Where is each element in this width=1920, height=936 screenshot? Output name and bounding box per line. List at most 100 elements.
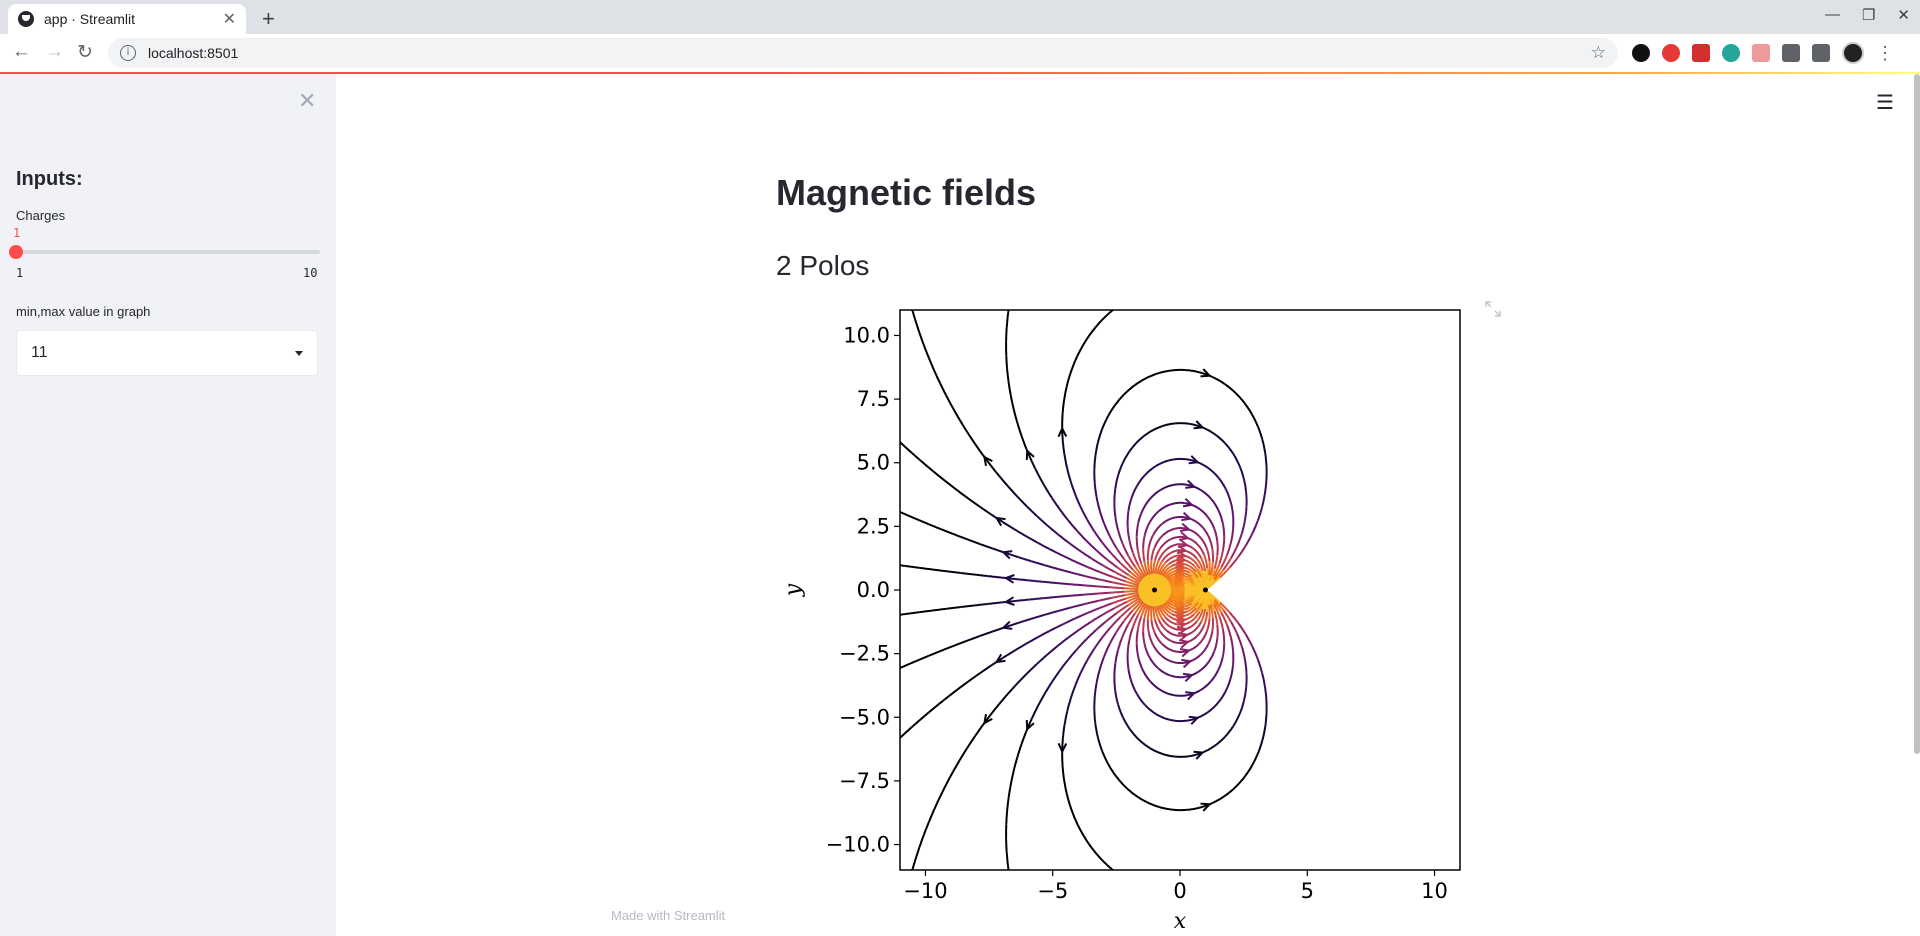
stream-line-segment bbox=[1074, 612, 1088, 620]
back-icon[interactable]: ← bbox=[12, 41, 31, 62]
stream-line-segment bbox=[1144, 465, 1157, 476]
minmax-select[interactable]: 11 bbox=[16, 330, 318, 376]
stream-line-segment bbox=[1243, 402, 1253, 415]
site-info-icon[interactable]: i bbox=[120, 45, 136, 61]
stream-line-segment bbox=[978, 505, 992, 516]
stream-line-segment bbox=[1110, 590, 1125, 594]
stream-line-segment bbox=[923, 821, 930, 835]
page-scrollbar[interactable] bbox=[1914, 74, 1920, 754]
stream-line-segment bbox=[1186, 806, 1200, 811]
stream-line-segment bbox=[1182, 579, 1197, 586]
stream-line-segment bbox=[1175, 755, 1190, 758]
stream-line-segment bbox=[951, 407, 961, 421]
stream-line-segment bbox=[1123, 609, 1134, 622]
minmax-select-label: min,max value in graph bbox=[16, 304, 151, 319]
stream-line-segment bbox=[1138, 738, 1151, 749]
stream-line-segment bbox=[946, 606, 961, 610]
stream-line-segment bbox=[967, 497, 981, 508]
stream-line-segment bbox=[1196, 608, 1204, 623]
stream-line-segment bbox=[1200, 608, 1207, 623]
stream-line-segment bbox=[1129, 728, 1140, 741]
media-icon[interactable] bbox=[1812, 44, 1830, 62]
bookmark-star-icon[interactable]: ☆ bbox=[1590, 43, 1606, 62]
forward-icon[interactable]: → bbox=[45, 41, 64, 62]
stream-line-segment bbox=[1206, 651, 1216, 665]
stream-line-segment bbox=[1036, 654, 1048, 665]
new-tab-icon[interactable]: + bbox=[262, 6, 275, 31]
stream-line-segment bbox=[1096, 314, 1108, 327]
stream-line-segment bbox=[1016, 422, 1023, 437]
stream-line-segment bbox=[1150, 546, 1156, 561]
stream-line-segment bbox=[1117, 636, 1124, 651]
stream-line-segment bbox=[1107, 404, 1117, 417]
stream-line-segment bbox=[1075, 529, 1087, 542]
stream-line-segment bbox=[1226, 624, 1233, 639]
stream-arrow bbox=[1185, 479, 1197, 489]
stream-line-segment bbox=[939, 382, 948, 397]
hamburger-menu-icon[interactable]: ☰ bbox=[1876, 92, 1894, 114]
puzzle-icon[interactable] bbox=[1782, 44, 1800, 62]
stream-arrow bbox=[1174, 586, 1186, 596]
stream-line-segment bbox=[967, 672, 981, 683]
stream-arrow bbox=[1182, 497, 1195, 508]
stream-line-segment bbox=[1164, 601, 1177, 611]
stream-line-segment bbox=[1261, 493, 1266, 508]
tab-close-icon[interactable]: ✕ bbox=[222, 11, 236, 28]
stream-line-segment bbox=[1245, 532, 1254, 546]
y-tick-label: −7.5 bbox=[839, 769, 890, 793]
browser-menu-icon[interactable]: ⋮ bbox=[1876, 42, 1894, 63]
window-close-icon[interactable]: ✕ bbox=[1897, 7, 1910, 24]
stream-line-segment bbox=[1202, 426, 1216, 435]
stream-line-segment bbox=[1228, 611, 1240, 624]
stream-line-segment bbox=[1165, 600, 1179, 608]
stream-line-segment bbox=[903, 445, 916, 457]
stream-line-segment bbox=[1223, 383, 1236, 394]
stream-line-segment bbox=[1020, 435, 1028, 450]
extension-icon[interactable] bbox=[1752, 44, 1770, 62]
extension-icon[interactable] bbox=[1662, 44, 1680, 62]
browser-tab[interactable]: app · Streamlit ✕ bbox=[8, 4, 246, 34]
stream-line-segment bbox=[1086, 518, 1095, 532]
stream-line-segment bbox=[1111, 594, 1126, 599]
stream-line-segment bbox=[1137, 509, 1144, 523]
stream-line-segment bbox=[1211, 548, 1214, 563]
stream-line-segment bbox=[1069, 593, 1084, 597]
stream-line-segment bbox=[1182, 594, 1197, 601]
extensions-area: ⋮ bbox=[1632, 42, 1894, 64]
made-with-streamlit-footer[interactable]: Made with Streamlit bbox=[611, 908, 726, 923]
charges-slider-thumb[interactable] bbox=[9, 245, 23, 259]
stream-line-segment bbox=[1127, 498, 1133, 512]
stream-line-segment bbox=[1237, 622, 1247, 636]
stream-line-segment bbox=[946, 570, 961, 574]
stream-line-segment bbox=[1129, 439, 1140, 452]
stream-line-segment bbox=[933, 607, 947, 612]
extension-icon[interactable] bbox=[1692, 44, 1710, 62]
stream-line-segment bbox=[1161, 603, 1173, 615]
address-bar[interactable]: i localhost:8501 ☆ bbox=[108, 38, 1618, 68]
stream-line-segment bbox=[1189, 611, 1201, 623]
stream-line-segment bbox=[1058, 508, 1069, 521]
fullscreen-expand-icon[interactable] bbox=[1484, 300, 1502, 318]
stream-line-segment bbox=[1117, 462, 1124, 476]
sidebar-close-icon[interactable]: ✕ bbox=[298, 88, 317, 113]
stream-line-segment bbox=[1063, 386, 1068, 401]
stream-line-segment bbox=[1222, 609, 1232, 623]
stream-line-segment bbox=[1121, 542, 1129, 556]
extension-icon[interactable] bbox=[1722, 44, 1740, 62]
extension-icon[interactable] bbox=[1632, 44, 1650, 62]
stream-line-segment bbox=[1146, 605, 1151, 620]
y-tick-label: 2.5 bbox=[857, 514, 890, 538]
profile-avatar[interactable] bbox=[1842, 42, 1864, 64]
stream-line-segment bbox=[973, 442, 984, 455]
charges-slider-track[interactable] bbox=[16, 250, 320, 254]
stream-arrow bbox=[1057, 742, 1068, 754]
restore-icon[interactable]: ❐ bbox=[1861, 7, 1876, 24]
stream-line-segment bbox=[1087, 842, 1098, 856]
stream-line-segment bbox=[987, 575, 1002, 579]
stream-line-segment bbox=[1152, 645, 1163, 658]
reload-icon[interactable]: ↻ bbox=[77, 42, 93, 63]
stream-line-segment bbox=[1170, 535, 1185, 540]
stream-line-segment bbox=[1114, 649, 1119, 664]
stream-line-segment bbox=[1142, 669, 1152, 683]
minimize-icon[interactable]: — bbox=[1824, 6, 1840, 23]
